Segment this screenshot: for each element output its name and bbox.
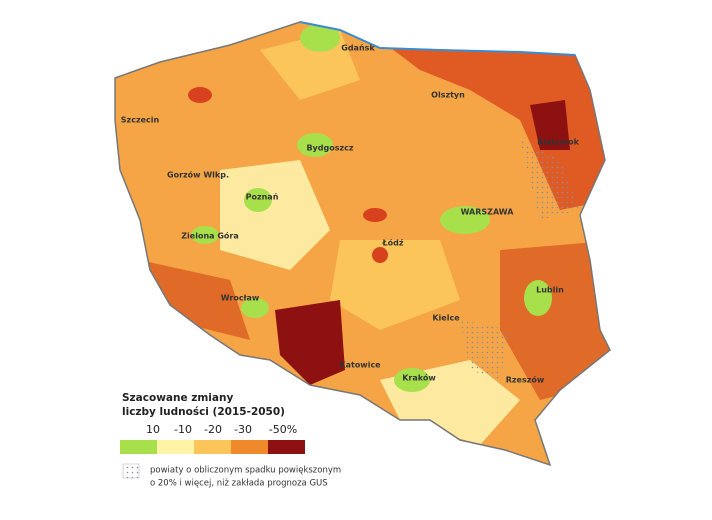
- city-label: Wrocław: [221, 294, 260, 303]
- legend-label: -20: [204, 423, 222, 436]
- city-label: Kraków: [402, 373, 436, 383]
- city-label: Rzeszów: [506, 375, 545, 385]
- city-label: Zielona Góra: [181, 231, 239, 241]
- city-label: Olsztyn: [431, 91, 465, 100]
- city-label: Lublin: [536, 286, 564, 295]
- legend-label: -30: [234, 423, 252, 436]
- note: o 20% i więcej, niż zakłada prognoza GUS: [150, 479, 328, 489]
- city-label: Szczecin: [121, 116, 160, 125]
- note-swatch: [122, 463, 140, 479]
- legend-label: -10: [174, 423, 192, 436]
- legend-swatch: [120, 440, 157, 454]
- city-label: Poznań: [246, 193, 279, 202]
- note: powiaty o obliczonym spadku powiększonym: [150, 466, 341, 476]
- city-label: Gorzów Wlkp.: [167, 170, 229, 180]
- legend-swatch: [194, 440, 231, 454]
- city-label: Łódź: [381, 238, 403, 248]
- coast: [299, 21, 576, 56]
- city-label: Bydgoszcz: [306, 144, 353, 153]
- legend-swatch: [231, 440, 268, 454]
- legend-title: liczby ludności (2015-2050): [122, 406, 285, 418]
- city-label: Białystok: [537, 138, 580, 147]
- city-label: WARSZAWA: [461, 208, 515, 217]
- legend-swatch: [157, 440, 194, 454]
- legend-swatch: [268, 440, 305, 454]
- city-label: Katowice: [339, 361, 381, 370]
- city-label: Gdańsk: [341, 44, 375, 53]
- legend-label: 10: [146, 423, 160, 436]
- legend-title: Szacowane zmiany: [122, 392, 233, 404]
- legend-label: -50%: [269, 423, 297, 436]
- city-label: Kielce: [432, 314, 460, 323]
